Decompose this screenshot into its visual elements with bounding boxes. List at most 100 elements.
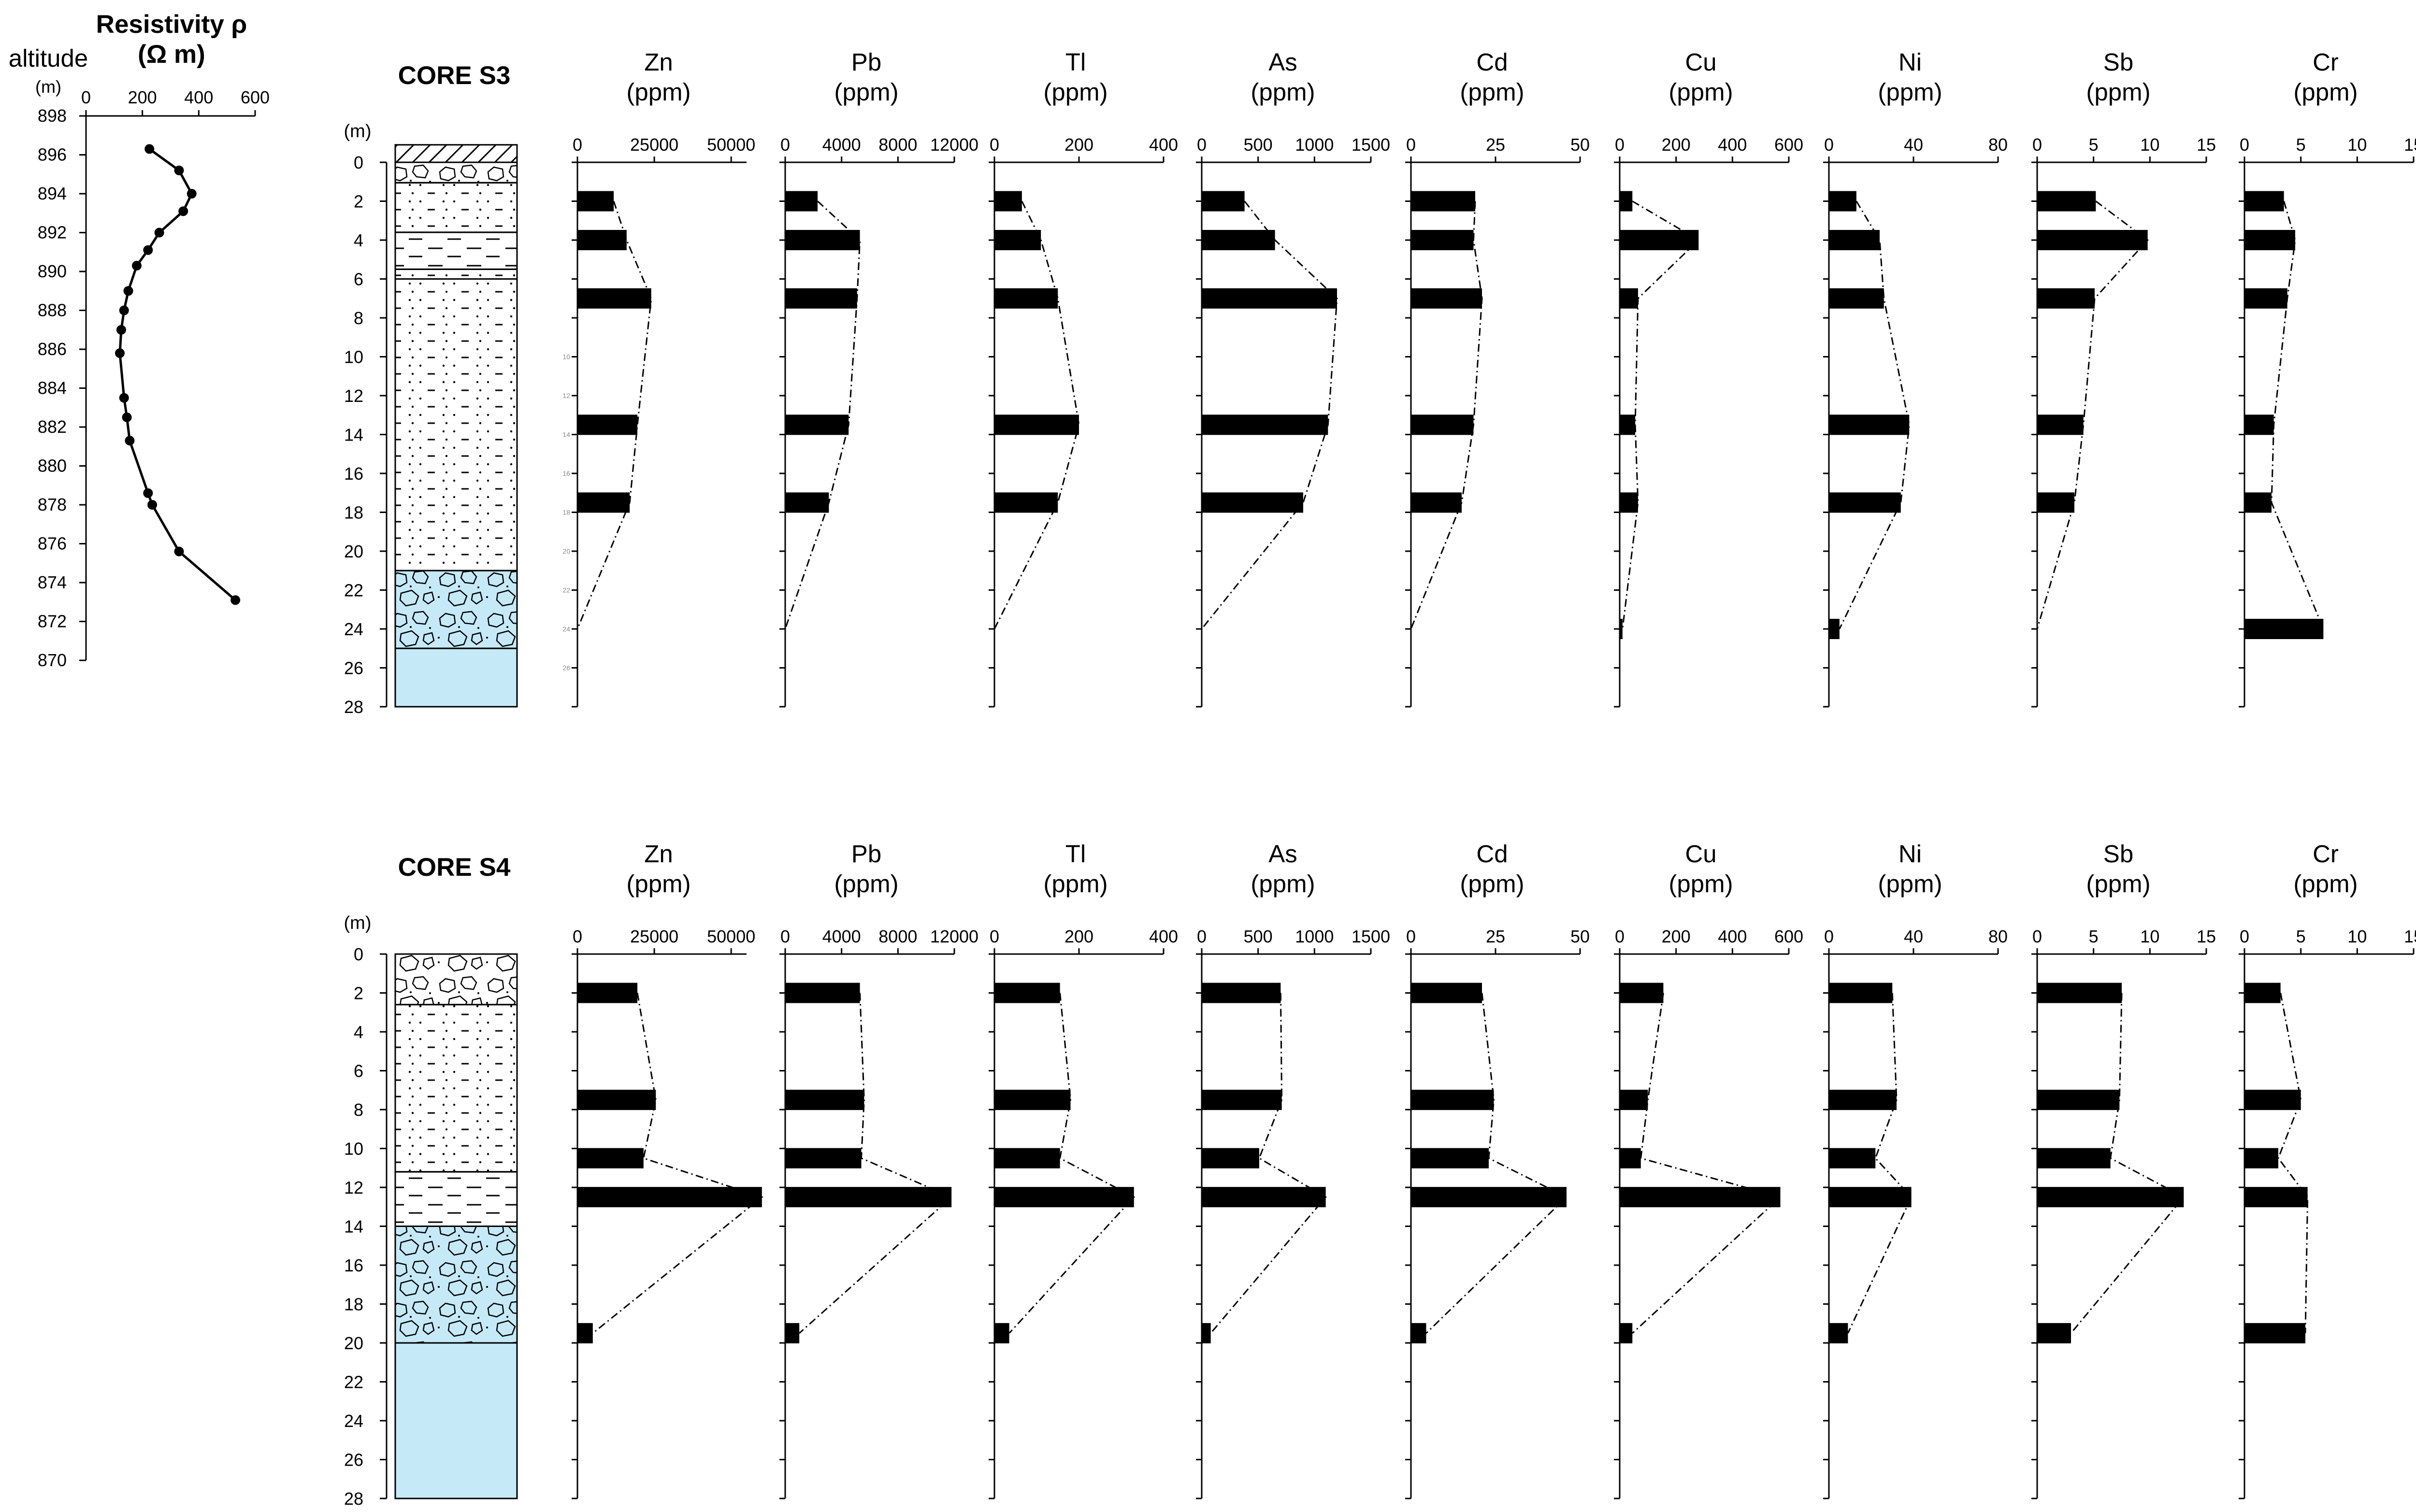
core-s4-tl-bar [994, 1089, 1071, 1110]
core-s3-cr-bar [2244, 288, 2287, 309]
core-s4-cd-bar [1411, 1089, 1494, 1110]
core-s3-pb-header: Pb [851, 48, 881, 76]
core-s3-as-bar [1202, 191, 1245, 212]
core-s4-zn-x-tick-label: 25000 [630, 927, 678, 946]
resistivity-point [132, 260, 142, 271]
core-s3-faint-tick-label: 20 [562, 547, 570, 555]
core-s4-cu-x-tick-label: 200 [1662, 927, 1691, 946]
core-s4-cr-unit: (ppm) [2293, 870, 2358, 898]
core-s3-sb-bar [2037, 414, 2084, 435]
core-s4-cu-bar [1620, 1323, 1633, 1343]
core-s3-depth-tick-label: 0 [354, 153, 363, 172]
core-s4-as-x-tick-label: 1500 [1352, 927, 1390, 946]
core-s3-zn-bar [577, 288, 651, 309]
core-s3-cu-bar [1620, 288, 1638, 309]
core-s3-faint-tick-label: 16 [562, 470, 570, 477]
core-s4-cr-x-tick-label: 10 [2347, 927, 2367, 946]
core-s4-lithology-silt [394, 1171, 518, 1227]
core-s4-as-x-tick-label: 1000 [1295, 927, 1334, 946]
core-s4-cu-bar [1620, 1187, 1781, 1208]
core-s4-cu-profile-line [1632, 993, 1782, 1334]
core-s3-zn-bar [577, 492, 630, 513]
core-s3-lithology-water-blue [394, 647, 518, 708]
core-s3-zn-bar [577, 414, 638, 435]
core-s3-pb-bar [785, 230, 860, 250]
core-s3-cd-profile-line [1410, 201, 1483, 629]
core-s3-cr-bar [2244, 414, 2274, 435]
core-s3-cu-bar [1620, 492, 1638, 513]
resistivity-x-tick-label: 0 [81, 87, 91, 107]
core-s3-tl-bar [994, 492, 1058, 513]
core-s4-ni-bar [1829, 1323, 1848, 1343]
core-s4-as-bar [1202, 1148, 1259, 1169]
resistivity-point [119, 393, 129, 403]
resistivity-y-tick-label: 884 [38, 378, 67, 398]
core-s3-cd-bar [1411, 191, 1475, 212]
core-s3-tl-x-tick-label: 400 [1149, 135, 1178, 155]
resistivity-title: Resistivity ρ [96, 10, 247, 39]
core-s3-cd-bar [1411, 414, 1474, 435]
core-s4-tl-header: Tl [1065, 840, 1086, 868]
core-s4-sb-bar [2037, 1089, 2120, 1110]
core-s4-ni-x-tick-label: 80 [1988, 927, 2008, 946]
core-s3-faint-tick-label: 14 [562, 431, 570, 439]
core-s4-cr-x-tick-label: 15 [2404, 927, 2416, 946]
core-s3-depth-tick-label: 6 [354, 270, 363, 289]
core-s4-sb-x-tick-label: 5 [2089, 927, 2099, 946]
resistivity-y-tick-label: 876 [38, 534, 67, 554]
resistivity-point [143, 245, 153, 255]
core-s3-pb-x-tick-label: 12000 [930, 135, 978, 155]
core-s4-sb-bar [2037, 983, 2122, 1003]
core-s4-lithology-gravel-blue [394, 1226, 518, 1344]
resistivity-point [178, 206, 188, 216]
core-s4-depth-tick-label: 16 [344, 1255, 363, 1275]
core-s4-depth-tick-label: 8 [354, 1100, 363, 1120]
resistivity-y-tick-label: 894 [38, 184, 67, 203]
core-s3-lithology-silt [394, 231, 518, 270]
core-s4-cd-x-tick-label: 50 [1570, 927, 1590, 946]
core-s3-sb-x-tick-label: 10 [2140, 135, 2159, 155]
core-s3-cr-bar [2244, 230, 2295, 250]
core-s4-depth-unit: (m) [344, 913, 372, 933]
resistivity-y-tick-label: 874 [38, 572, 67, 592]
core-s4-cr-x-tick-label: 5 [2296, 927, 2306, 946]
core-s4-ni-x-tick-label: 0 [1824, 927, 1834, 946]
resistivity-point [116, 325, 126, 335]
core-s3-tl-x-tick-label: 0 [990, 135, 999, 155]
core-s3-faint-tick-label: 18 [562, 509, 570, 516]
core-s4-pb-bar [785, 1323, 800, 1343]
core-s4-pb-bar [785, 983, 860, 1003]
core-s3-lithology-sand-silt [394, 278, 518, 571]
altitude-unit: (m) [35, 77, 61, 97]
core-s3-depth-tick-label: 14 [344, 425, 363, 445]
core-s4-depth-tick-label: 28 [344, 1489, 363, 1509]
resistivity-plot: Resistivity ρ (Ω m) altitude (m) 0 200 400… [9, 10, 270, 670]
core-s4-title: CORE S4 [398, 853, 511, 882]
core-s4-as-bar [1202, 983, 1281, 1003]
core-s3-zn-header: Zn [644, 48, 673, 76]
core-s3-as-bar [1202, 288, 1337, 309]
core-s4-pb-header: Pb [851, 840, 881, 868]
resistivity-point [125, 436, 135, 446]
resistivity-point [123, 286, 133, 296]
core-s4-lithology-gravel [394, 953, 518, 1006]
core-s3-cr-bar [2244, 619, 2324, 639]
core-s3-faint-tick-label: 22 [562, 586, 570, 594]
resistivity-x-tick-label: 400 [184, 87, 213, 107]
core-s3-cu-x-tick-label: 200 [1662, 135, 1691, 155]
core-s3-ni-x-tick-label: 80 [1988, 135, 2008, 155]
core-s4-cr-bar [2244, 1148, 2278, 1169]
core-s3-sb-unit: (ppm) [2086, 78, 2150, 106]
core-s3-depth-tick-label: 12 [344, 386, 363, 406]
core-s3-tl-bar [994, 230, 1041, 250]
core-s3-zn-bar [577, 191, 614, 212]
core-s3-faint-tick-label: 24 [562, 625, 570, 633]
core-s4-tl-x-tick-label: 400 [1149, 927, 1178, 946]
core-s4-pb-x-tick-label: 4000 [822, 927, 861, 946]
core-s4-sb-bar [2037, 1323, 2071, 1343]
core-s3-zn-x-tick-label: 25000 [630, 135, 678, 155]
core-s3-depth-tick-label: 22 [344, 581, 363, 600]
resistivity-unit: (Ω m) [138, 40, 205, 69]
core-s3-depth-tick-label: 16 [344, 464, 363, 484]
